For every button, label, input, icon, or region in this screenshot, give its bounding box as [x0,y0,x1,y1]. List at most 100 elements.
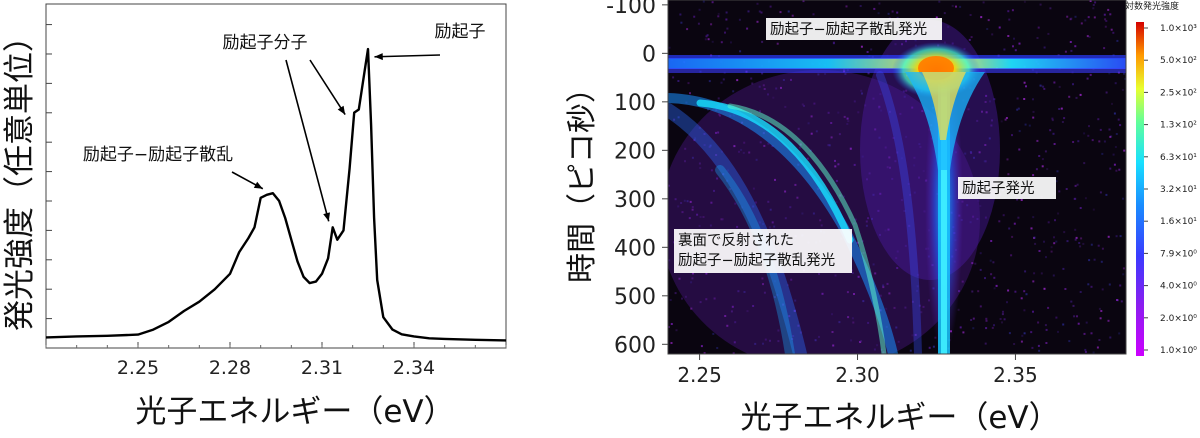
colorbar-gradient [1136,22,1144,356]
noise-speck [979,268,982,271]
noise-speck [1075,96,1078,99]
noise-speck [1063,231,1066,234]
streak-y-ticks: -100 0 100 200 300 400 500 600 [606,0,668,358]
noise-speck [902,90,905,93]
noise-speck [835,201,838,204]
noise-speck [1037,344,1040,347]
noise-speck [843,115,846,118]
noise-speck [868,172,871,175]
noise-speck [1092,7,1095,10]
noise-speck [729,188,732,190]
noise-speck [991,326,994,329]
noise-speck [897,340,900,343]
noise-speck [1113,163,1116,166]
noise-speck [1007,35,1010,37]
noise-speck [669,299,672,301]
noise-speck [888,292,891,295]
colorbar-tick-label: 4.0×10⁰ [1160,282,1197,292]
noise-speck [812,212,815,215]
noise-speck [968,38,971,41]
noise-speck [773,296,776,299]
noise-speck [1008,227,1011,230]
noise-speck [791,338,794,340]
noise-speck [690,281,693,284]
noise-speck [1079,245,1082,248]
noise-speck [677,205,680,208]
noise-speck [972,215,975,218]
noise-speck [1109,13,1112,16]
noise-speck [882,284,885,287]
noise-speck [1043,287,1046,290]
noise-speck [691,277,694,280]
noise-speck [828,144,831,147]
noise-speck [983,160,986,163]
noise-speck [989,100,991,103]
noise-speck [1032,280,1035,283]
noise-speck [1087,16,1090,19]
noise-speck [887,12,890,15]
noise-speck [955,5,957,8]
noise-speck [921,110,924,113]
noise-speck [1014,49,1017,52]
noise-speck [738,150,740,153]
noise-speck [831,313,833,316]
noise-speck [1041,158,1044,161]
noise-speck [984,216,987,219]
noise-speck [1074,238,1077,241]
noise-speck [1092,4,1095,6]
spectrum-x-tick-label: 2.28 [209,357,251,379]
noise-speck [764,338,767,341]
noise-speck [827,111,830,114]
noise-speck [750,77,753,80]
noise-speck [703,133,706,135]
streak-x-tick-label: 2.25 [677,363,722,387]
noise-speck [705,35,708,38]
streak-y-tick-label: 500 [614,285,656,310]
noise-speck [1070,49,1073,52]
noise-speck [1003,318,1006,321]
noise-speck [721,150,723,153]
streak-image-plot: -100 0 100 200 300 400 500 600 2.25 2.30 2.35 励起子… [565,0,1197,436]
noise-speck [866,178,868,181]
noise-speck [838,321,841,324]
spectrum-plot: 2.25 2.28 2.31 2.34 励起子−励起子散乱 励起子分子 励起子 光子エネル… [2,3,507,430]
noise-speck [1075,236,1078,239]
noise-speck [905,89,908,92]
noise-speck [1076,183,1079,186]
noise-speck [1056,170,1059,173]
region-label: 励起子−励起子散乱発光 [770,21,927,38]
streak-y-tick-label: 200 [614,139,656,164]
noise-speck [969,151,972,153]
noise-speck [1082,242,1085,245]
noise-speck [911,106,914,109]
noise-speck [677,116,680,119]
colorbar-tick-label: 6.3×10¹ [1160,153,1197,163]
noise-speck [1091,139,1094,142]
noise-speck [862,300,865,303]
noise-speck [904,244,907,247]
noise-speck [857,275,860,278]
noise-speck [709,144,712,147]
noise-speck [1025,293,1028,296]
noise-speck [711,1,714,4]
streak-x-axis-label: 光子エネルギー（eV） [740,400,1059,436]
noise-speck [966,204,969,207]
noise-speck [1103,140,1106,143]
noise-speck [777,329,780,332]
noise-speck [746,310,749,313]
noise-speck [1088,125,1090,128]
noise-speck [1050,250,1053,253]
noise-speck [759,110,761,113]
noise-speck [762,84,765,87]
noise-speck [1086,35,1089,38]
noise-speck [1073,315,1076,318]
noise-speck [698,8,701,11]
noise-speck [1112,31,1115,34]
noise-speck [853,293,855,295]
noise-speck [1104,25,1107,28]
noise-speck [1096,346,1099,349]
noise-speck [832,42,835,45]
noise-speck [837,163,840,166]
noise-speck [1058,85,1061,88]
